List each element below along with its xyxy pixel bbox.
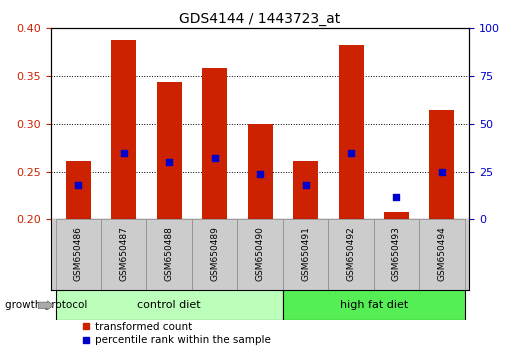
Bar [293,161,318,219]
Point [74,182,82,188]
Text: growth protocol: growth protocol [5,300,88,310]
Bar [237,219,282,290]
Point [346,150,354,155]
Bar [328,219,373,290]
Point [437,169,445,175]
Text: GSM650490: GSM650490 [255,226,264,281]
Text: GSM650488: GSM650488 [164,226,174,281]
Text: GSM650489: GSM650489 [210,226,219,281]
Text: GSM650492: GSM650492 [346,226,355,281]
Text: control diet: control diet [137,300,201,310]
Bar [429,110,454,219]
Point [120,150,128,155]
Bar [418,219,464,290]
Bar [202,68,227,219]
Text: GSM650491: GSM650491 [300,226,309,281]
Text: high fat diet: high fat diet [339,300,407,310]
Bar [282,219,328,290]
Text: GSM650487: GSM650487 [119,226,128,281]
Bar [66,161,91,219]
Point [210,155,218,161]
Bar [191,219,237,290]
Bar [146,219,191,290]
Bar [282,290,464,320]
Point [391,194,400,199]
Bar [156,82,181,219]
Bar [101,219,146,290]
Text: GSM650494: GSM650494 [437,226,445,281]
Bar [338,45,363,219]
Bar [383,212,408,219]
Bar [55,290,282,320]
Point [301,182,309,188]
Text: GSM650493: GSM650493 [391,226,400,281]
Legend: transformed count, percentile rank within the sample: transformed count, percentile rank withi… [81,322,271,345]
Bar [247,124,272,219]
Bar [111,40,136,219]
Point [165,159,173,165]
Bar [373,219,418,290]
Text: GSM650486: GSM650486 [74,226,82,281]
Title: GDS4144 / 1443723_at: GDS4144 / 1443723_at [179,12,340,26]
Point [256,171,264,176]
Bar [55,219,101,290]
